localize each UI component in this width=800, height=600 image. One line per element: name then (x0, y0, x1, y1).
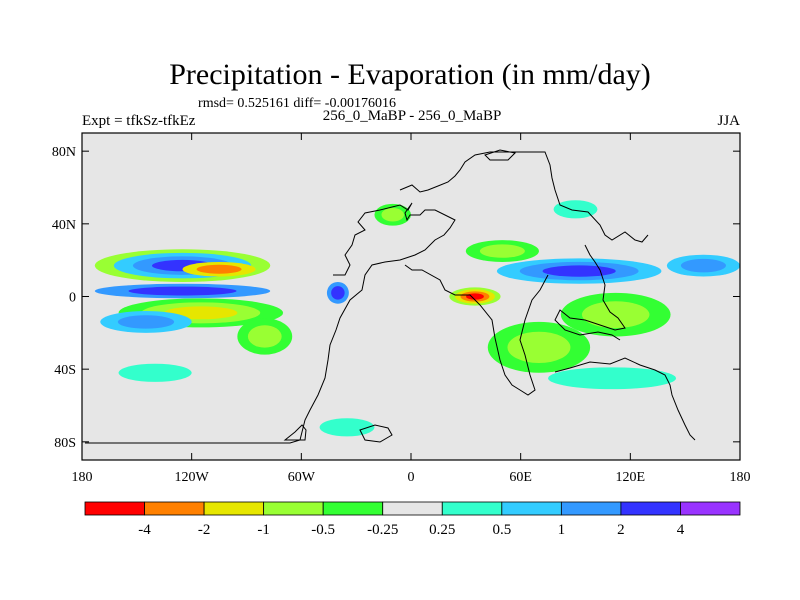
africa-dry-level-3 (466, 293, 484, 300)
colorbar-label: 1 (558, 522, 566, 538)
coastline-eurasia (399, 151, 649, 243)
colorbar-label: -1 (257, 522, 270, 538)
coastline-africa (404, 264, 549, 396)
stats-text: rmsd= 0.525161 diff= -0.00176016 (198, 96, 396, 111)
chart-title: Precipitation - Evaporation (in mm/day) (169, 58, 651, 91)
y-tick-label: 40S (54, 363, 76, 378)
colorbar-label: -2 (198, 522, 211, 538)
x-tick-label: 180 (730, 470, 751, 485)
y-tick-label: 80S (54, 436, 76, 451)
colorbar-swatch (560, 501, 622, 516)
coastline-asia-east (554, 244, 626, 341)
colorbar-swatch (620, 501, 681, 516)
x-tick-label: 0 (408, 470, 415, 485)
south-africa-green-level-1 (507, 331, 571, 364)
colorbar-label: 2 (617, 522, 625, 538)
y-tick-label: 40N (52, 218, 76, 233)
colorbar-swatch (263, 501, 324, 516)
colorbar-swatch (203, 501, 265, 516)
colorbar-label: -0.25 (367, 522, 398, 538)
season-label: JJA (717, 113, 740, 129)
indian-ocean-wet-level-2 (542, 265, 616, 277)
experiment-label: Expt = tfkSz-tfkEz (82, 113, 196, 129)
y-axis-ticks: 80N 40N 0 40S 80S (52, 145, 740, 451)
southern-ocean-level-0 (548, 367, 677, 390)
colorbar-label: -4 (138, 522, 151, 538)
x-tick-label: 60E (509, 470, 532, 485)
coastline-antarctic-peninsula (283, 424, 307, 441)
y-tick-label: 0 (69, 291, 76, 306)
coastline-south-island (359, 424, 393, 443)
south-pacific-wet-level-1 (117, 315, 175, 329)
east-pacific-wet-level-1 (680, 258, 726, 273)
colorbar-swatch (144, 501, 205, 516)
x-tick-label: 120E (616, 470, 646, 485)
period-label: 256_0_MaBP - 256_0_MaBP (323, 108, 502, 124)
coastline-americas (85, 202, 456, 444)
southeast-pacific-level-1 (247, 325, 282, 348)
west-pacific-south-level-1 (581, 301, 650, 329)
sub-antarctic-pacific-level-0 (118, 363, 192, 382)
colorbar: -4 -2 -1 -0.5 -0.25 0.25 0.5 1 2 4 (84, 501, 741, 538)
coastline-australia (554, 357, 696, 441)
colorbar-label: 0.5 (492, 522, 511, 538)
arctic-patch-level-0 (553, 200, 598, 219)
north-africa-band-level-1 (479, 244, 525, 258)
coastline-arctic-island (484, 149, 517, 161)
colorbar-swatch (84, 501, 145, 516)
central-pacific-dry-level-1 (196, 264, 242, 274)
colorbar-label: 4 (677, 522, 685, 538)
x-tick-label: 120W (175, 470, 210, 485)
equatorial-pacific-wet-level-1 (128, 286, 237, 296)
x-tick-label: 180 (72, 470, 93, 485)
contour-field (94, 200, 740, 437)
colorbar-label: 0.25 (429, 522, 455, 538)
colorbar-swatch (382, 501, 443, 516)
y-tick-label: 80N (52, 145, 76, 160)
atlantic-wet-level-1 (331, 286, 345, 300)
colorbar-swatch (501, 501, 562, 516)
continent-outlines (85, 149, 696, 444)
colorbar-swatch (680, 501, 741, 516)
north-atlantic-level-1 (381, 208, 404, 222)
x-axis-ticks: 180 120W 60W 0 60E 120E 180 (72, 133, 751, 485)
antarctic-coast-level-0 (319, 418, 375, 437)
colorbar-swatch (441, 501, 503, 516)
x-tick-label: 60W (288, 470, 316, 485)
colorbar-swatch (322, 501, 384, 516)
colorbar-label: -0.5 (311, 522, 335, 538)
